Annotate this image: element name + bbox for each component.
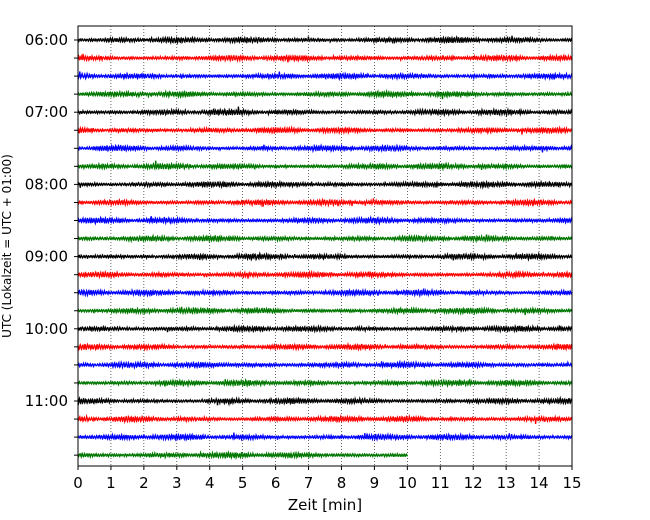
x-axis: 0 1 2 3 4 5 6 7 8 9 10 11 12 13 14 15: [73, 466, 582, 492]
trace-11:15: [77, 413, 573, 425]
x-tick-label: 9: [370, 474, 380, 492]
x-tick-label: 3: [172, 474, 182, 492]
trace-10:00: [77, 323, 573, 334]
trace-11:30: [77, 432, 573, 442]
trace-09:30: [77, 287, 573, 299]
x-tick-label: 8: [337, 474, 347, 492]
y-axis: 06:00 07:00 08:00 09:00 10:00 11:00: [25, 31, 78, 456]
plot-frame: [77, 25, 573, 467]
trace-11:00: [77, 395, 573, 407]
x-tick-label: 4: [205, 474, 215, 492]
trace-06:00: [77, 34, 573, 46]
x-tick-label: 13: [497, 474, 516, 492]
x-tick-label: 1: [106, 474, 116, 492]
trace-11:45: [77, 449, 408, 461]
trace-07:00: [77, 106, 573, 118]
x-tick-label: 2: [139, 474, 149, 492]
trace-06:45: [77, 88, 573, 100]
trace-08:15: [77, 197, 573, 208]
trace-08:30: [77, 215, 573, 226]
y-tick-label: 08:00: [25, 175, 68, 193]
trace-09:15: [77, 269, 573, 280]
trace-06:15: [77, 53, 573, 63]
y-tick-label: 07:00: [25, 103, 68, 121]
y-tick-label: 10:00: [25, 320, 68, 338]
trace-06:30: [77, 71, 573, 82]
x-tick-label: 10: [398, 474, 417, 492]
x-tick-label: 7: [304, 474, 314, 492]
x-tick-label: 11: [431, 474, 450, 492]
trace-07:15: [77, 125, 573, 136]
trace-10:45: [77, 377, 573, 388]
x-tick-label: 0: [73, 474, 83, 492]
x-tick-label: 6: [271, 474, 281, 492]
x-tick-label: 14: [530, 474, 549, 492]
grid-lines: [110, 26, 540, 466]
trace-09:00: [77, 251, 573, 262]
trace-09:45: [77, 305, 573, 316]
y-tick-label: 09:00: [25, 248, 68, 266]
trace-08:00: [77, 179, 573, 190]
y-axis-label: UTC (Lokalzeit = UTC + 01:00): [0, 154, 14, 338]
y-tick-label: 06:00: [25, 31, 68, 49]
trace-07:45: [77, 160, 573, 172]
x-axis-label: Zeit [min]: [288, 496, 362, 514]
trace-08:45: [77, 233, 573, 244]
x-tick-label: 15: [562, 474, 581, 492]
y-tick-label: 11:00: [25, 392, 68, 410]
trace-10:30: [77, 359, 573, 370]
trace-10:15: [77, 342, 573, 352]
trace-group: [77, 34, 573, 461]
x-tick-label: 12: [464, 474, 483, 492]
trace-07:30: [77, 143, 573, 154]
x-tick-label: 5: [238, 474, 248, 492]
